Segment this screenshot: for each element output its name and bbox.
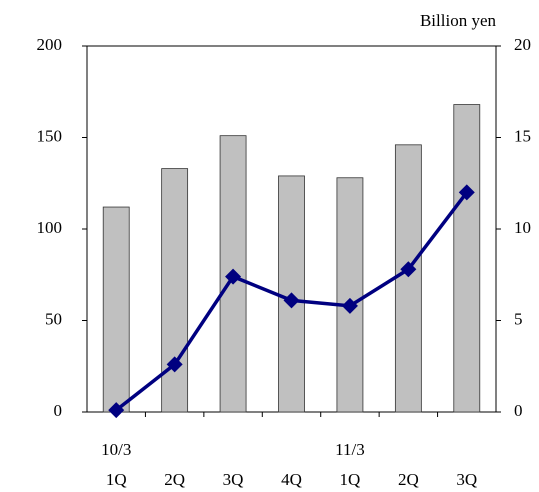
bar: [336, 177, 364, 413]
x-tick-label: 3Q: [223, 470, 244, 489]
x-tick-label: 1Q: [106, 470, 127, 489]
y-tick-label: 0: [54, 401, 63, 420]
bar: [102, 206, 130, 413]
x-tick-label: 2Q: [398, 470, 419, 489]
marker: [400, 261, 417, 278]
marker: [225, 268, 242, 285]
x-group-label: 10/3: [101, 440, 131, 459]
x-group-label: 11/3: [335, 440, 365, 459]
y-tick-label: 150: [37, 126, 63, 145]
marker: [108, 402, 125, 419]
bar: [453, 104, 481, 413]
x-tick-label: 1Q: [340, 470, 361, 489]
x-tick-label: 3Q: [456, 470, 477, 489]
y2-tick-label: 10: [514, 218, 531, 237]
x-tick-label: 2Q: [164, 470, 185, 489]
y2-tick-label: 20: [514, 35, 531, 54]
marker: [458, 184, 475, 201]
y2-tick-label: 0: [514, 401, 523, 420]
marker: [166, 356, 183, 373]
bar: [394, 144, 422, 413]
marker: [283, 292, 300, 309]
y2-tick-label: 15: [514, 126, 531, 145]
unit-label: Billion yen: [420, 11, 497, 30]
y-tick-label: 50: [45, 309, 62, 328]
y-tick-label: 100: [37, 218, 63, 237]
x-tick-label: 4Q: [281, 470, 302, 489]
marker: [341, 297, 358, 314]
y-tick-label: 200: [37, 35, 63, 54]
bar: [161, 168, 189, 413]
y2-tick-label: 5: [514, 309, 523, 328]
